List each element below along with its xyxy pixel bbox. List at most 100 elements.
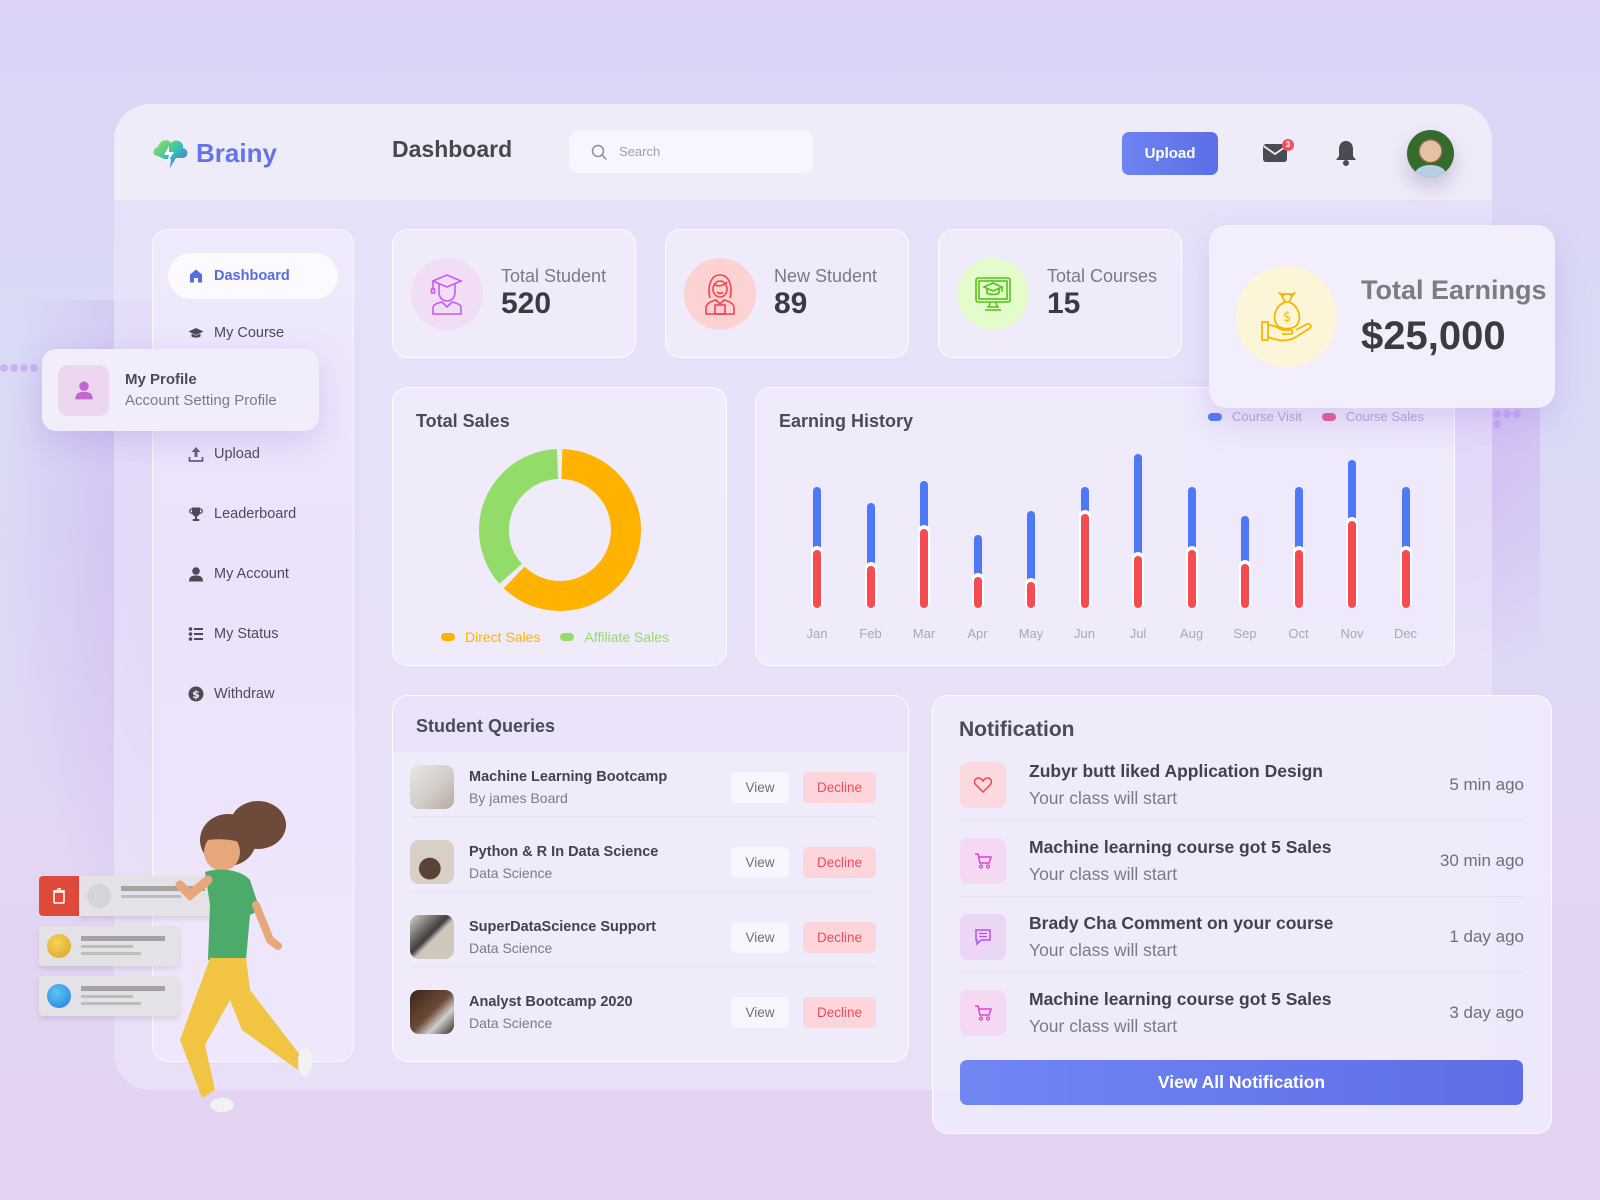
bar-course-sales[interactable] (973, 577, 982, 608)
upload-button[interactable]: Upload (1122, 132, 1218, 175)
bell-icon[interactable] (1334, 139, 1358, 167)
page-title: Dashboard (392, 136, 513, 162)
bar-course-sales[interactable] (1027, 582, 1035, 608)
notification-title: Notification (959, 718, 1075, 741)
x-axis-label: Jan (806, 626, 828, 641)
row-divider (960, 972, 1523, 973)
svg-text:$: $ (1282, 310, 1290, 325)
bar-course-visit[interactable] (1027, 511, 1035, 586)
bar-course-sales[interactable] (813, 550, 821, 608)
query-title: Machine Learning Bootcamp (469, 768, 668, 785)
monitor-course-icon (975, 276, 1011, 311)
stat-label: Total Courses (1047, 265, 1158, 286)
legend-label: Course Visit (1232, 409, 1302, 424)
bar-course-visit[interactable] (973, 535, 982, 581)
x-axis-label: Dec (1393, 626, 1418, 641)
bar-course-visit[interactable] (1080, 487, 1089, 518)
row-divider (960, 820, 1523, 821)
user-icon (189, 567, 203, 582)
query-row: Python & R In Data Science Data Science … (410, 825, 876, 899)
legend-label: Course Sales (1345, 409, 1424, 424)
bar-course-sales[interactable] (1401, 550, 1410, 608)
view-all-notifications-button[interactable]: View All Notification (960, 1060, 1523, 1105)
bar-course-visit[interactable] (1294, 487, 1303, 554)
user-avatar[interactable] (1407, 130, 1454, 177)
stat-icon-bg: $ (1236, 266, 1337, 367)
bar-course-visit[interactable] (1187, 487, 1196, 554)
decline-button[interactable]: Decline (803, 921, 876, 953)
total-sales-legend: Direct Sales Affiliate Sales (441, 629, 669, 645)
bar-course-visit[interactable] (1401, 487, 1410, 554)
bar-course-sales[interactable] (1294, 550, 1303, 608)
earning-history-title: Earning History (779, 411, 914, 431)
brand-name: Brainy (196, 137, 277, 168)
sidebar-item-upload[interactable]: Upload (168, 431, 338, 477)
sidebar-item-dashboard[interactable]: Dashboard (168, 253, 338, 299)
notification-item[interactable]: Brady Cha Comment on your course Your cl… (960, 900, 1524, 974)
search-input[interactable] (619, 144, 799, 159)
sidebar-item-withdraw[interactable]: $ Withdraw (168, 671, 338, 717)
decline-button[interactable]: Decline (803, 846, 876, 878)
bar-course-visit[interactable] (813, 487, 821, 554)
notification-title: Brady Cha Comment on your course (1029, 913, 1334, 933)
list-icon (188, 627, 203, 641)
donut-segment-affiliate-sales[interactable] (479, 449, 641, 611)
profile-popover[interactable]: My Profile Account Setting Profile (42, 349, 319, 431)
sidebar-item-my-status[interactable]: My Status (168, 611, 338, 657)
search-box[interactable] (569, 130, 813, 173)
sidebar-item-my-course[interactable]: My Course (168, 310, 338, 356)
row-divider (960, 896, 1523, 897)
brand-logo[interactable]: Brainy (150, 136, 277, 170)
view-button[interactable]: View (731, 846, 789, 878)
donut-segment-direct-sales[interactable] (479, 449, 641, 611)
notification-item[interactable]: Zubyr butt liked Application Design Your… (960, 748, 1524, 822)
notification-title: Machine learning course got 5 Sales (1029, 837, 1332, 857)
graduate-student-icon (430, 273, 464, 315)
bar-course-sales[interactable] (1134, 556, 1142, 608)
x-axis-label: Aug (1179, 626, 1204, 641)
mail-badge-count: 3 (1282, 139, 1294, 151)
card-header (393, 696, 908, 752)
bar-course-visit[interactable] (1134, 454, 1142, 560)
stat-icon-bg (684, 257, 756, 330)
bar-course-sales[interactable] (1080, 514, 1089, 608)
bar-course-sales[interactable] (1241, 564, 1249, 608)
notification-subtitle: Your class will start (1029, 788, 1178, 808)
stat-value: 15 (1047, 286, 1081, 320)
bar-course-visit[interactable] (1348, 460, 1356, 525)
row-divider (410, 891, 876, 892)
search-icon (591, 144, 607, 160)
query-subtitle: Data Science (469, 1014, 553, 1031)
bar-course-visit[interactable] (1241, 516, 1249, 568)
bar-course-visit[interactable] (866, 503, 875, 570)
sidebar-item-leaderboard[interactable]: Leaderboard (168, 491, 338, 537)
bar-course-sales[interactable] (1348, 521, 1356, 608)
bar-course-sales[interactable] (1187, 550, 1196, 608)
bar-course-sales[interactable] (920, 529, 928, 608)
stat-label: Total Student (501, 265, 607, 286)
decline-button[interactable]: Decline (803, 996, 876, 1028)
sidebar-item-my-account[interactable]: My Account (168, 551, 338, 597)
view-button[interactable]: View (731, 921, 789, 953)
stat-value: 520 (501, 286, 552, 320)
cart-icon (960, 990, 1006, 1036)
svg-text:$: $ (192, 688, 200, 701)
user-icon (74, 381, 93, 400)
bar-course-visit[interactable] (920, 481, 928, 533)
sidebar-item-label: Leaderboard (214, 506, 297, 522)
view-button[interactable]: View (731, 771, 789, 803)
x-axis-label: Jun (1074, 626, 1095, 641)
x-axis-label: Apr (967, 626, 988, 641)
decline-button[interactable]: Decline (803, 771, 876, 803)
x-axis-label: May (1018, 626, 1044, 641)
view-button[interactable]: View (731, 996, 789, 1028)
sidebar-item-label: My Status (214, 626, 279, 642)
upload-icon (188, 447, 204, 462)
notification-item[interactable]: Machine learning course got 5 Sales Your… (960, 824, 1524, 898)
stat-label: Total Earnings (1361, 274, 1547, 305)
bar-course-sales[interactable] (866, 566, 875, 608)
trophy-icon (189, 507, 203, 521)
notification-subtitle: Your class will start (1029, 864, 1178, 884)
notification-item[interactable]: Machine learning course got 5 Sales Your… (960, 976, 1524, 1050)
query-row: SuperDataScience Support Data Science Vi… (410, 900, 876, 974)
